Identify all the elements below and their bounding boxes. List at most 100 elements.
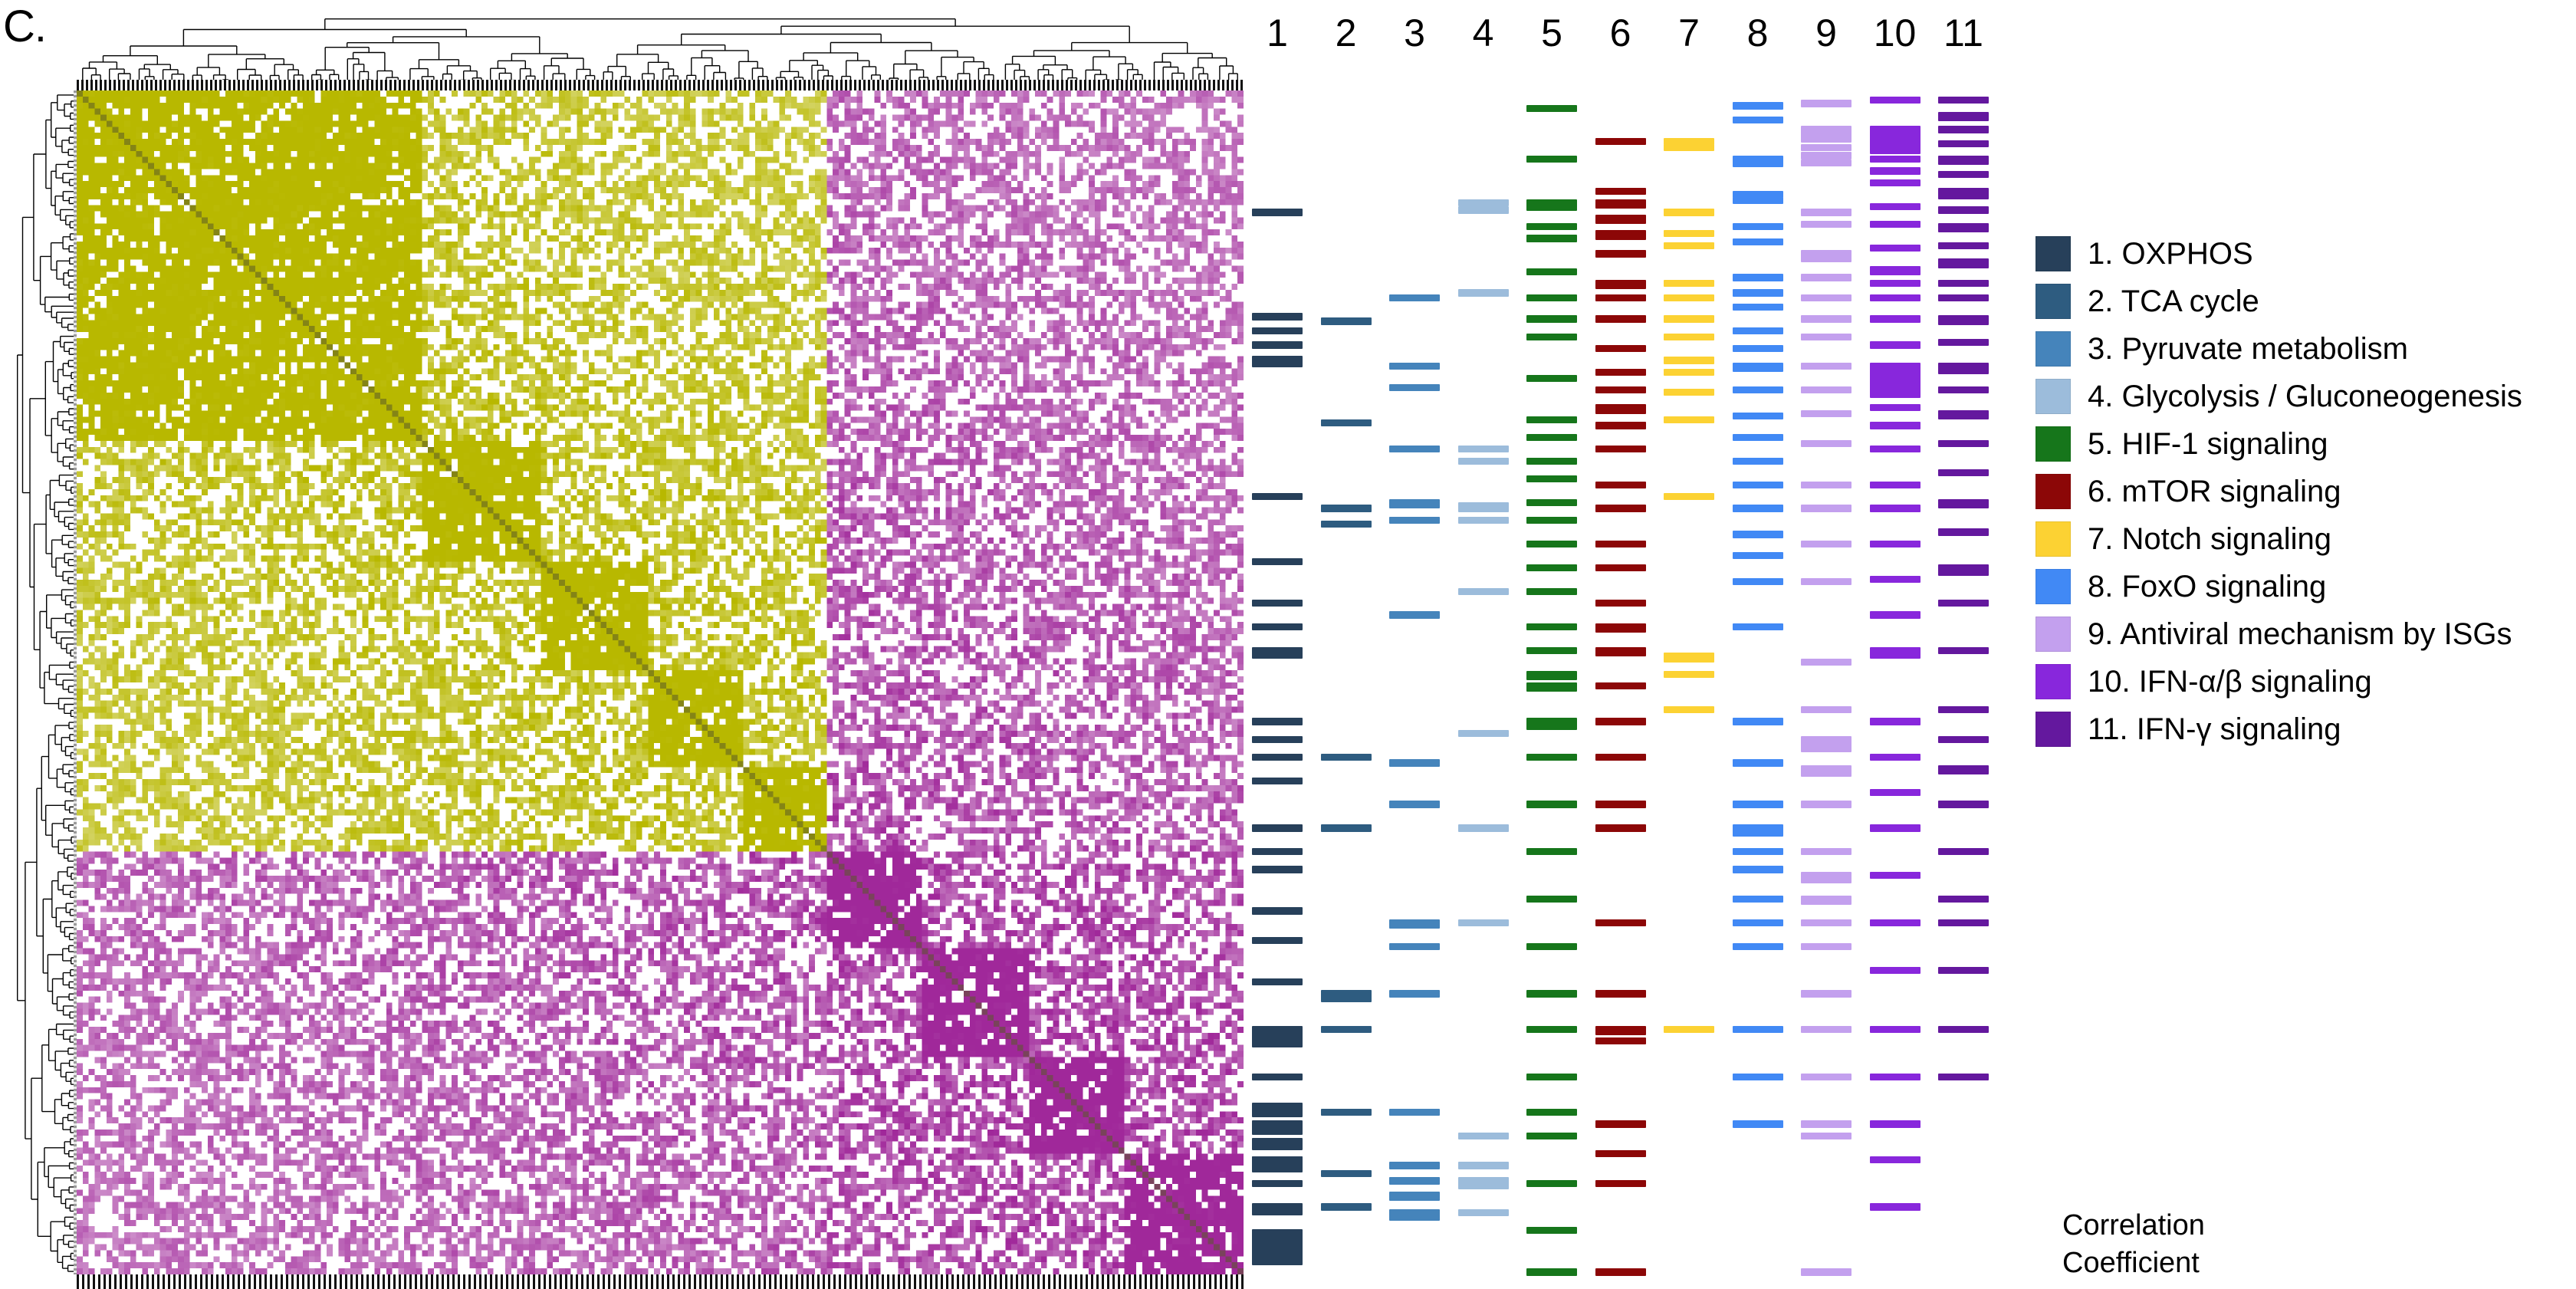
- track-mark: [1664, 230, 1714, 238]
- track-mark: [1869, 481, 1921, 488]
- track-mark: [1801, 333, 1852, 340]
- legend-item-label: 8. FoxO signaling: [2088, 570, 2327, 603]
- track-mark: [1595, 718, 1646, 725]
- track-mark: [1389, 1209, 1440, 1222]
- track-mark: [1595, 187, 1646, 195]
- track-mark: [1938, 171, 1989, 179]
- legend-item-9[interactable]: 9. Antiviral mechanism by ISGs: [2036, 610, 2572, 658]
- track-mark: [1664, 209, 1714, 216]
- track-mark: [1938, 1025, 1989, 1034]
- track-mark: [1252, 937, 1303, 945]
- track-mark: [1869, 540, 1921, 547]
- track-mark: [1320, 520, 1372, 528]
- heatmap-canvas[interactable]: [77, 90, 1244, 1274]
- legend-item-8[interactable]: 8. FoxO signaling: [2036, 563, 2572, 610]
- track-mark: [1801, 143, 1852, 151]
- track-mark: [1938, 96, 1989, 104]
- track-mark: [1664, 143, 1714, 151]
- track-mark: [1869, 872, 1921, 880]
- track-mark: [1595, 368, 1646, 377]
- track-mark: [1732, 919, 1783, 927]
- track-mark: [1389, 363, 1440, 370]
- track-mark: [1595, 505, 1646, 512]
- track-mark: [1389, 446, 1440, 453]
- track-mark: [1526, 801, 1577, 808]
- track-mark: [1938, 315, 1989, 325]
- legend-item-11[interactable]: 11. IFN-γ signaling: [2036, 705, 2572, 753]
- track-mark: [1320, 1025, 1372, 1034]
- track-mark: [1526, 1227, 1577, 1235]
- legend-item-7[interactable]: 7. Notch signaling: [2036, 515, 2572, 563]
- legend-item-6[interactable]: 6. mTOR signaling: [2036, 468, 2572, 515]
- track-mark: [1252, 735, 1303, 743]
- legend-item-3[interactable]: 3. Pyruvate metabolism: [2036, 325, 2572, 373]
- track-mark: [1252, 341, 1303, 349]
- legend-item-label: 1. OXPHOS: [2088, 237, 2253, 271]
- track-mark: [1389, 990, 1440, 998]
- track-mark: [1938, 294, 1989, 301]
- track-mark: [1938, 469, 1989, 477]
- track-mark: [1801, 990, 1852, 998]
- track-mark: [1938, 258, 1989, 268]
- track-mark: [1389, 801, 1440, 808]
- track-mark: [1938, 187, 1989, 199]
- track-mark: [1526, 294, 1577, 301]
- legend-item-2[interactable]: 2. TCA cycle: [2036, 278, 2572, 325]
- track-mark: [1664, 280, 1714, 288]
- track-mark: [1595, 294, 1646, 301]
- track-mark: [1526, 682, 1577, 692]
- legend-item-4[interactable]: 4. Glycolysis / Gluconeogenesis: [2036, 373, 2572, 420]
- track-mark: [1595, 1179, 1646, 1187]
- track-mark: [1664, 357, 1714, 364]
- track-mark: [1526, 374, 1577, 382]
- track-mark: [1457, 289, 1509, 297]
- annotation-track-1: [1252, 90, 1303, 1274]
- track-mark: [1732, 942, 1783, 950]
- track-mark: [1732, 1120, 1783, 1128]
- track-mark: [1938, 646, 1989, 654]
- track-mark: [1664, 294, 1714, 301]
- track-mark: [1457, 729, 1509, 738]
- annotation-column-header-6: 6: [1609, 12, 1631, 54]
- track-mark: [1664, 653, 1714, 663]
- track-mark: [1938, 801, 1989, 808]
- track-mark: [1595, 230, 1646, 240]
- annotation-track-6: [1595, 90, 1646, 1276]
- track-mark: [1526, 848, 1577, 856]
- track-mark: [1526, 268, 1577, 275]
- track-mark: [1526, 1025, 1577, 1034]
- legend-swatch-icon: [2036, 617, 2071, 652]
- track-mark: [1252, 824, 1303, 832]
- track-mark: [1252, 777, 1303, 784]
- track-mark: [1595, 753, 1646, 761]
- track-mark: [1732, 274, 1783, 281]
- track-mark: [1801, 363, 1852, 370]
- track-mark: [1526, 222, 1577, 231]
- track-mark: [1938, 242, 1989, 249]
- track-mark: [1732, 191, 1783, 199]
- legend-item-10[interactable]: 10. IFN-α/β signaling: [2036, 658, 2572, 705]
- track-mark: [1526, 1108, 1577, 1116]
- track-mark: [1869, 611, 1921, 619]
- track-mark: [1664, 137, 1714, 146]
- track-mark: [1526, 457, 1577, 465]
- track-mark: [1801, 100, 1852, 107]
- track-mark: [1526, 475, 1577, 483]
- legend-item-5[interactable]: 5. HIF-1 signaling: [2036, 420, 2572, 468]
- track-mark: [1320, 824, 1372, 832]
- track-mark: [1869, 1025, 1921, 1034]
- track-mark: [1938, 409, 1989, 420]
- track-mark: [1320, 990, 1372, 1002]
- track-mark: [1526, 1073, 1577, 1080]
- track-mark: [1869, 446, 1921, 453]
- track-mark: [1595, 540, 1646, 547]
- track-mark: [1252, 1229, 1303, 1265]
- track-mark: [1938, 735, 1989, 743]
- track-mark: [1526, 155, 1577, 163]
- track-mark: [1595, 250, 1646, 258]
- colorbar-caption: Correlation Coefficient: [2062, 1207, 2205, 1281]
- correlation-heatmap[interactable]: [77, 90, 1244, 1274]
- track-mark: [1252, 355, 1303, 368]
- track-mark: [1938, 363, 1989, 375]
- legend-item-1[interactable]: 1. OXPHOS: [2036, 230, 2572, 278]
